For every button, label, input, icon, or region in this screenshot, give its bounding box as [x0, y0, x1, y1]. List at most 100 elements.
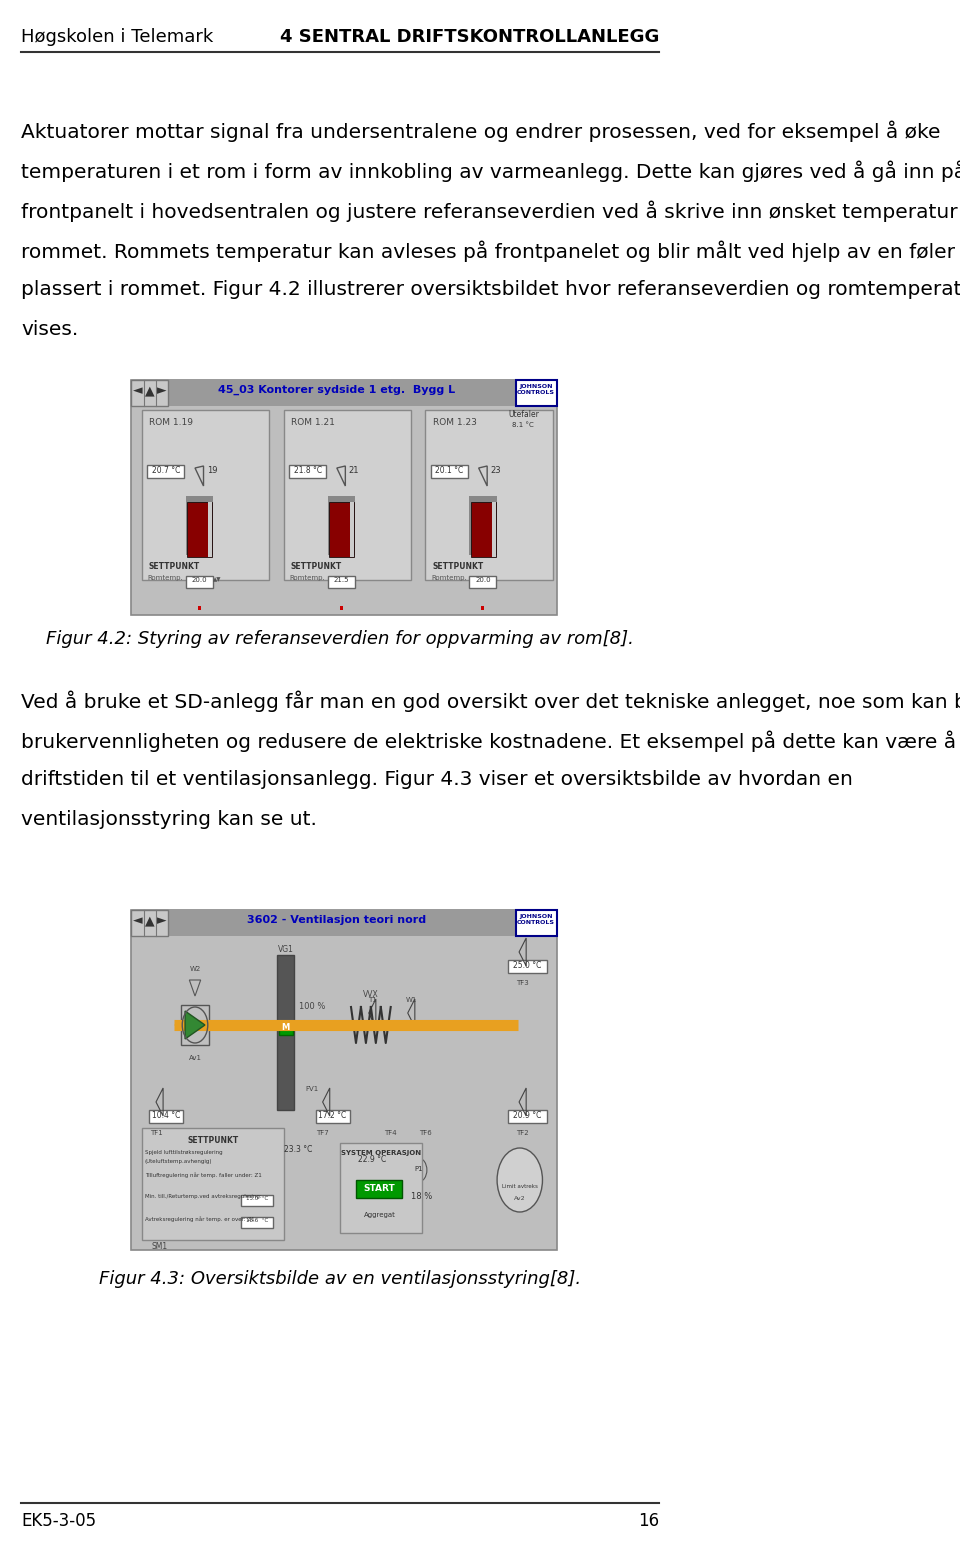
Text: Figur 4.2: Styring av referanseverdien for oppvarming av rom[8].: Figur 4.2: Styring av referanseverdien f…: [46, 630, 635, 648]
Text: VG1: VG1: [277, 944, 294, 954]
Text: 20.9 °C: 20.9 °C: [514, 1111, 541, 1120]
Bar: [289, 464, 326, 478]
Bar: [356, 1180, 402, 1197]
Text: TF6: TF6: [420, 1129, 432, 1136]
Bar: [516, 910, 557, 937]
Text: START: START: [364, 1183, 396, 1193]
Text: SM1: SM1: [151, 1242, 167, 1251]
Bar: [327, 576, 354, 588]
Text: SETTPUNKT: SETTPUNKT: [433, 562, 484, 571]
Text: ROM 1.19: ROM 1.19: [149, 418, 193, 427]
Bar: [492, 501, 495, 557]
Text: TF3: TF3: [516, 980, 529, 986]
Text: Tilluftregulering når temp. faller under: Z1: Tilluftregulering når temp. faller under…: [145, 1173, 261, 1177]
Bar: [241, 1194, 273, 1207]
Text: Spjeld lufttilstrøksregulering: Spjeld lufttilstrøksregulering: [145, 1150, 223, 1156]
Text: Figur 4.3: Oversiktsbilde av en ventilasjonsstyring[8].: Figur 4.3: Oversiktsbilde av en ventilas…: [99, 1270, 582, 1288]
Text: 3602 - Ventilasjon teori nord: 3602 - Ventilasjon teori nord: [248, 915, 426, 924]
Bar: [132, 380, 557, 406]
Text: M: M: [281, 1023, 290, 1032]
Polygon shape: [185, 1011, 204, 1038]
Text: ROM 1.21: ROM 1.21: [291, 418, 335, 427]
Text: ▲: ▲: [145, 913, 155, 927]
Text: TF4: TF4: [384, 1129, 396, 1136]
Text: ►: ►: [156, 913, 166, 927]
Text: ▲▼: ▲▼: [213, 577, 221, 582]
Text: TF2: TF2: [516, 1129, 529, 1136]
Bar: [149, 1109, 183, 1123]
Bar: [186, 576, 213, 588]
Text: 22.9 °C: 22.9 °C: [358, 1156, 387, 1163]
Text: 20.0: 20.0: [191, 577, 207, 583]
Bar: [180, 1004, 209, 1045]
Text: ►: ►: [156, 384, 166, 397]
Text: Romtemp.: Romtemp.: [289, 576, 325, 582]
Bar: [132, 910, 557, 1250]
Text: EK5-3-05: EK5-3-05: [21, 1512, 96, 1531]
Text: 17.2 °C: 17.2 °C: [319, 1111, 347, 1120]
Text: W1: W1: [405, 997, 417, 1003]
Text: TF7: TF7: [316, 1129, 329, 1136]
Bar: [431, 464, 468, 478]
Text: driftstiden til et ventilasjonsanlegg. Figur 4.3 viser et oversiktsbilde av hvor: driftstiden til et ventilasjonsanlegg. F…: [21, 770, 853, 788]
Bar: [340, 606, 343, 609]
Bar: [142, 1128, 283, 1241]
Text: rommet. Rommets temperatur kan avleses på frontpanelet og blir målt ved hjelp av: rommet. Rommets temperatur kan avleses p…: [21, 241, 955, 261]
Text: 18.6  °C: 18.6 °C: [246, 1217, 268, 1224]
Text: FV1: FV1: [305, 1086, 319, 1092]
Text: 18 %: 18 %: [411, 1193, 433, 1200]
Bar: [511, 420, 536, 432]
Bar: [509, 960, 547, 974]
Text: 4 SENTRAL DRIFTSKONTROLLANLEGG: 4 SENTRAL DRIFTSKONTROLLANLEGG: [280, 28, 660, 46]
Text: SETTPUNKT: SETTPUNKT: [187, 1136, 238, 1145]
Text: 20.7 °C: 20.7 °C: [152, 466, 180, 475]
Bar: [148, 464, 184, 478]
Text: Romtemp.: Romtemp.: [148, 576, 183, 582]
Bar: [538, 420, 545, 495]
Text: SETTPUNKT: SETTPUNKT: [291, 562, 342, 571]
Text: SYSTEM OPERASJON: SYSTEM OPERASJON: [341, 1150, 421, 1156]
Bar: [469, 576, 496, 588]
Text: 8.1 °C: 8.1 °C: [513, 421, 534, 427]
Circle shape: [497, 1148, 542, 1211]
Text: ventilasjonsstyring kan se ut.: ventilasjonsstyring kan se ut.: [21, 810, 317, 829]
Text: Utefaler: Utefaler: [508, 410, 539, 420]
Text: Limit avtreks: Limit avtreks: [502, 1183, 538, 1190]
Bar: [132, 380, 557, 616]
Text: vises.: vises.: [21, 319, 79, 339]
Text: Avtreksregulering når temp. er over: Z1: Avtreksregulering når temp. er over: Z1: [145, 1216, 254, 1222]
Text: W2: W2: [189, 966, 201, 972]
Bar: [208, 501, 212, 557]
Bar: [516, 380, 557, 406]
Bar: [132, 380, 168, 406]
Bar: [198, 606, 201, 609]
Bar: [482, 606, 485, 609]
Text: 23.3 °C: 23.3 °C: [283, 1145, 312, 1154]
Bar: [187, 501, 212, 557]
Bar: [186, 495, 213, 555]
Bar: [142, 410, 270, 580]
Text: Aggregat: Aggregat: [364, 1211, 396, 1217]
Bar: [350, 501, 354, 557]
Text: frontpanelt i hovedsentralen og justere referanseverdien ved å skrive inn ønsket: frontpanelt i hovedsentralen og justere …: [21, 201, 960, 222]
Text: Av2: Av2: [514, 1196, 525, 1200]
Text: TF1: TF1: [150, 1129, 162, 1136]
Text: 20.0: 20.0: [475, 577, 491, 583]
Text: 25.0 °C: 25.0 °C: [514, 961, 541, 971]
Text: 21.8 °C: 21.8 °C: [294, 466, 322, 475]
Text: temperaturen i et rom i form av innkobling av varmeanlegg. Dette kan gjøres ved : temperaturen i et rom i form av innkobli…: [21, 160, 960, 182]
Bar: [469, 495, 497, 555]
Text: plassert i rommet. Figur 4.2 illustrerer oversiktsbildet hvor referanseverdien o: plassert i rommet. Figur 4.2 illustrerer…: [21, 279, 960, 299]
Text: 45_03 Kontorer sydside 1 etg.  Bygg L: 45_03 Kontorer sydside 1 etg. Bygg L: [218, 386, 455, 395]
Text: 15.0  °C: 15.0 °C: [246, 1196, 268, 1200]
Text: (Uteluftstemp.avhengig): (Uteluftstemp.avhengig): [145, 1159, 212, 1163]
Text: SETTPUNKT: SETTPUNKT: [149, 562, 201, 571]
Text: 21: 21: [348, 466, 359, 475]
Text: 10.4 °C: 10.4 °C: [152, 1111, 180, 1120]
Bar: [132, 910, 168, 937]
Text: 21.5: 21.5: [333, 577, 348, 583]
Bar: [329, 501, 354, 557]
Text: 20.1 °C: 20.1 °C: [436, 466, 464, 475]
Text: P1: P1: [414, 1167, 422, 1173]
Bar: [316, 1109, 349, 1123]
